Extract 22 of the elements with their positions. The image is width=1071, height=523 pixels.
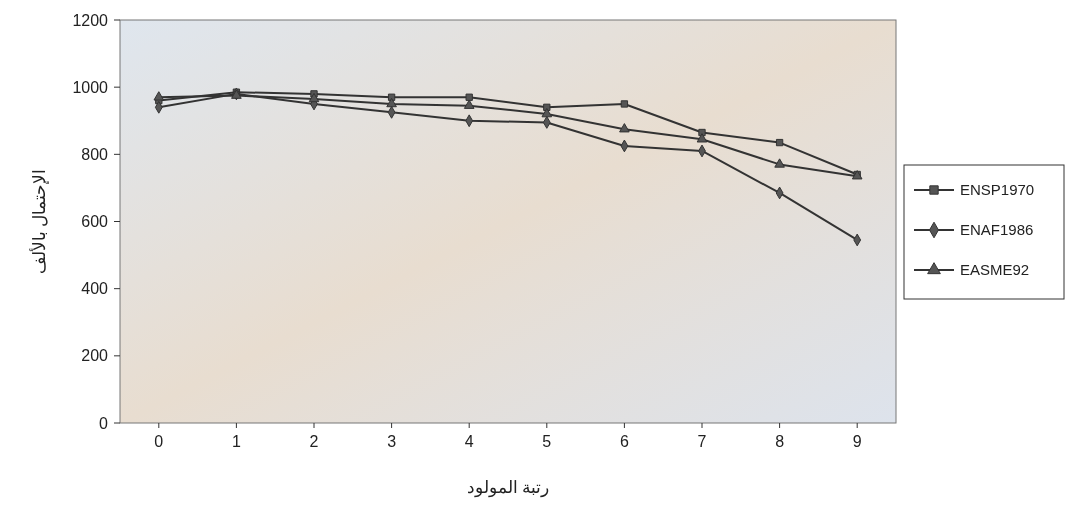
x-tick-label: 8 (775, 433, 785, 450)
x-tick-label: 4 (464, 433, 474, 450)
legend-label: EASME92 (960, 261, 1030, 279)
y-tick-label: 1000 (72, 78, 109, 96)
x-tick-label: 3 (387, 433, 397, 450)
x-tick-label: 0 (154, 433, 164, 450)
x-axis-title: رتبة المولود (466, 478, 550, 498)
legend-label: ENAF1986 (960, 221, 1034, 239)
y-tick-label: 1200 (72, 11, 109, 29)
y-tick-label: 0 (99, 414, 109, 432)
legend-label: ENSP1970 (960, 181, 1035, 199)
x-tick-label: 1 (231, 433, 241, 450)
x-tick-label: 2 (309, 433, 319, 450)
x-tick-label: 9 (852, 433, 862, 450)
x-tick-label: 6 (619, 433, 629, 450)
y-tick-label: 400 (81, 280, 109, 298)
y-tick-label: 800 (81, 145, 109, 163)
y-axis-title: الإحتمال بالألف (29, 168, 49, 275)
x-tick-label: 5 (542, 433, 552, 450)
y-tick-label: 600 (81, 213, 109, 231)
x-tick-label: 7 (697, 433, 707, 450)
y-tick-label: 200 (81, 347, 109, 365)
